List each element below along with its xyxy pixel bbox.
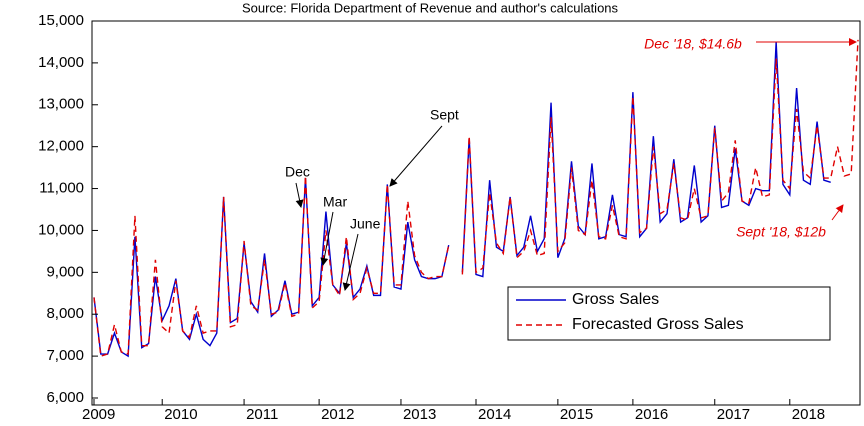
x-tick-label: 2011 [246, 406, 278, 423]
annotation: Sept '18, $12b [736, 224, 826, 240]
plot [93, 39, 859, 358]
x-tick-label: 2016 [635, 406, 668, 423]
annotation: June [350, 216, 381, 232]
y-tick-label: 12,000 [38, 138, 84, 155]
plot-frame [91, 20, 861, 406]
x-tick-label: 2010 [164, 406, 197, 423]
annotation: Dec [285, 164, 310, 180]
annotation: Sept [430, 107, 459, 123]
arrow [831, 204, 844, 221]
y-tick-label: 15,000 [38, 12, 84, 29]
legend-label: Gross Sales [572, 291, 659, 308]
arrow [320, 211, 334, 266]
x-tick-label: 2015 [560, 406, 593, 423]
arrow [342, 233, 359, 291]
arrow [295, 182, 304, 208]
y-tick-label: 14,000 [38, 54, 84, 71]
annotation: Mar [323, 194, 347, 210]
arrow [389, 125, 443, 187]
x-tick-label: 2017 [717, 406, 750, 423]
y-tick-label: 10,000 [38, 221, 84, 238]
y-tick-label: 9,000 [46, 263, 84, 280]
y-tick-label: 8,000 [46, 305, 84, 322]
x-tick-label: 2009 [82, 406, 115, 423]
y-tick-label: 13,000 [38, 96, 84, 113]
x-tick-label: 2014 [478, 406, 511, 423]
y-tick-label: 7,000 [46, 347, 84, 364]
subtitle: Source: Florida Department of Revenue an… [242, 0, 619, 15]
x-tick-label: 2012 [321, 406, 354, 423]
series-line [93, 39, 859, 358]
y-tick-label: 6,000 [46, 389, 84, 406]
x-tick-label: 2018 [792, 406, 825, 423]
y-tick-label: 11,000 [39, 180, 84, 197]
x-tick-label: 2013 [403, 406, 436, 423]
legend-label: Forecasted Gross Sales [572, 316, 744, 333]
legend [507, 286, 831, 341]
annotation: Dec '18, $14.6b [644, 36, 742, 52]
